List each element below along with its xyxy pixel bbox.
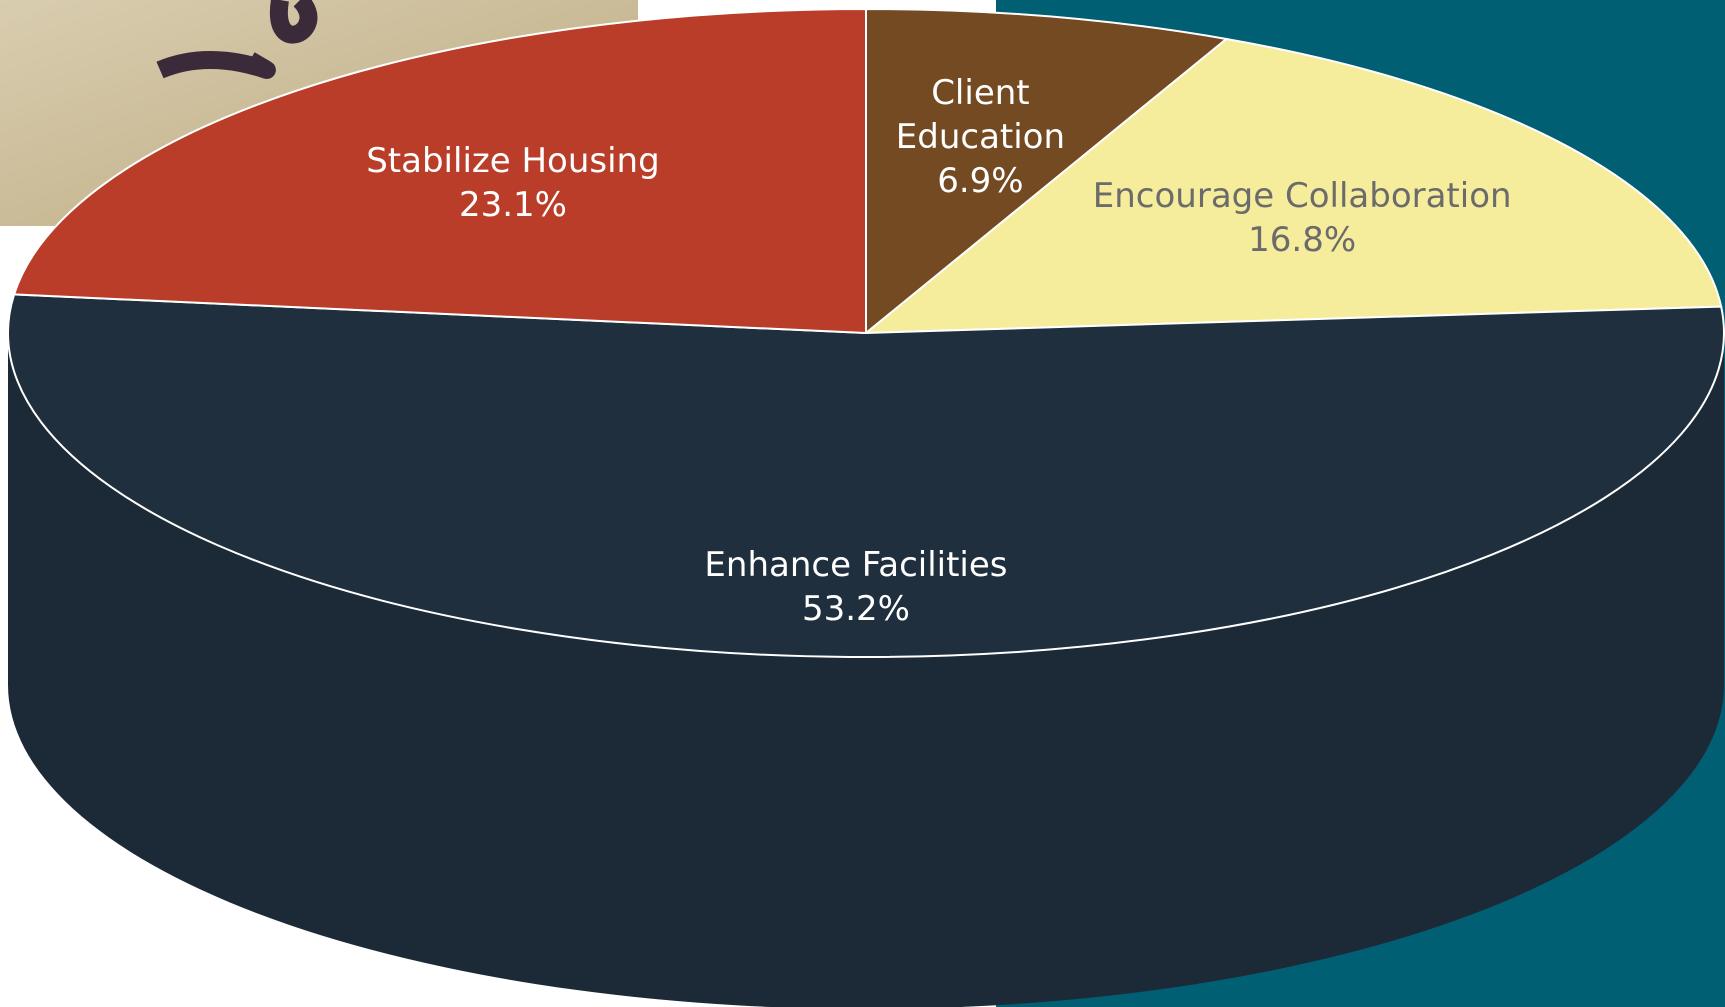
pie-slice	[863, 37, 1723, 335]
slice-name: Encourage Collaboration	[1092, 176, 1512, 216]
slice-value: 53.2%	[801, 588, 910, 629]
pie	[7, 7, 1725, 1007]
slice-label: Stabilize Housing 23.1%	[366, 139, 659, 227]
slice-label: Enhance Facilities 53.2%	[704, 543, 1007, 631]
slice-label: Encourage Collaboration 16.8%	[1093, 174, 1512, 262]
slice-name: Enhance Facilities	[704, 544, 1008, 585]
slice-value: 16.8%	[1248, 220, 1357, 260]
slice-value: 6.9%	[937, 160, 1024, 201]
slice-label: Client Education 6.9%	[885, 71, 1075, 203]
photo-scribble	[156, 0, 318, 79]
slice-name: Stabilize Housing	[366, 140, 660, 181]
slice-name: Client Education	[895, 72, 1066, 157]
pie-slice	[865, 7, 1229, 336]
pie-slice	[12, 7, 867, 335]
pie-slice	[7, 293, 1725, 658]
slice-value: 23.1%	[458, 184, 567, 225]
pie-side	[8, 333, 1724, 1007]
